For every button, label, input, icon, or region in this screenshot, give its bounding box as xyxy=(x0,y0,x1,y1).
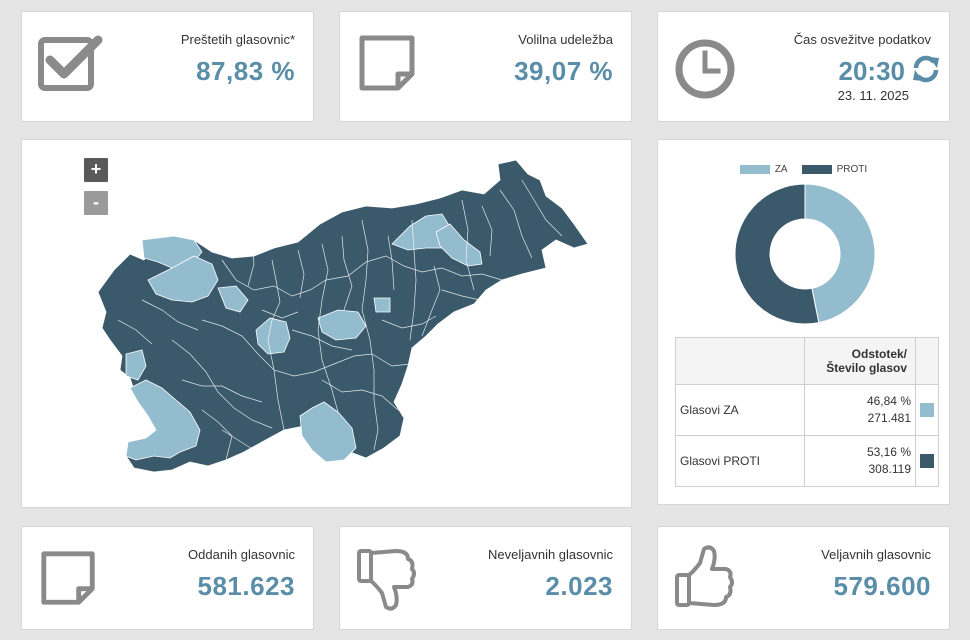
map-region-za[interactable] xyxy=(299,401,357,463)
donut-chart xyxy=(734,183,876,325)
row-swatch-za xyxy=(920,403,934,418)
table-header-row: Odstotek/ Število glasov xyxy=(675,337,939,385)
donut-slice-proti[interactable] xyxy=(734,183,820,325)
note-icon xyxy=(356,32,420,101)
results-table: Odstotek/ Število glasov Glasovi ZA 46,8… xyxy=(675,337,939,487)
row-values-proti: 53,16 % 308.119 xyxy=(804,435,916,487)
counted-ballots-label: Preštetih glasovnic* xyxy=(180,32,295,47)
legend-label-proti: PROTI xyxy=(836,164,868,175)
note-icon xyxy=(38,547,100,616)
checkbox-icon xyxy=(38,32,106,99)
row-count-za: 271.481 xyxy=(867,411,911,425)
valid-ballots-card: Veljavnih glasovnic 579.600 xyxy=(657,526,950,630)
thumbs-up-icon xyxy=(674,543,736,616)
invalid-ballots-card: Neveljavnih glasovnic 2.023 xyxy=(339,526,632,630)
refresh-time-card: Čas osvežitve podatkov 20:30 23. 11. 202… xyxy=(657,11,950,122)
refresh-time-value: 20:30 xyxy=(838,56,906,86)
legend-item-za[interactable]: ZA xyxy=(739,164,788,175)
row-swatch-cell-proti xyxy=(915,435,939,487)
row-percent-za: 46,84 % xyxy=(866,394,911,408)
refresh-date: 23. 11. 2025 xyxy=(837,88,909,103)
table-header-percent-count: Odstotek/ Število glasov xyxy=(804,337,916,385)
table-header-swatch xyxy=(915,337,939,385)
cast-ballots-card: Oddanih glasovnic 581.623 xyxy=(21,526,314,630)
table-header-empty xyxy=(675,337,805,385)
turnout-label: Volilna udeležba xyxy=(518,32,613,47)
zoom-out-button[interactable]: - xyxy=(84,191,108,215)
row-count-proti: 308.119 xyxy=(868,462,912,476)
counted-ballots-value: 87,83 % xyxy=(196,56,295,86)
legend-swatch-proti xyxy=(801,165,832,174)
row-label-proti: Glasovi PROTI xyxy=(675,435,805,487)
row-swatch-cell-za xyxy=(915,384,939,436)
row-percent-proti: 53,16 % xyxy=(866,445,911,459)
valid-ballots-label: Veljavnih glasovnic xyxy=(821,547,931,562)
map-region-za[interactable] xyxy=(435,223,483,267)
turnout-card: Volilna udeležba 39,07 % xyxy=(339,11,632,122)
municipality-map[interactable] xyxy=(22,140,633,509)
refresh-time-row: 20:30 xyxy=(839,54,942,89)
map-region-za[interactable] xyxy=(147,255,219,303)
map-region-za[interactable] xyxy=(125,379,201,461)
legend-label-za: ZA xyxy=(774,164,788,175)
row-swatch-proti xyxy=(920,454,934,469)
map-region-za[interactable] xyxy=(317,309,367,341)
row-label-za: Glasovi ZA xyxy=(675,384,805,436)
clock-icon xyxy=(674,38,736,105)
map-region-za[interactable] xyxy=(217,285,249,313)
refresh-time-label: Čas osvežitve podatkov xyxy=(793,32,931,47)
donut-slice-za[interactable] xyxy=(804,183,876,324)
map-region-za[interactable] xyxy=(125,349,147,381)
cast-ballots-value: 581.623 xyxy=(197,571,295,601)
map-region-za[interactable] xyxy=(373,297,391,313)
turnout-value: 39,07 % xyxy=(514,56,613,86)
row-values-za: 46,84 % 271.481 xyxy=(804,384,916,436)
cast-ballots-label: Oddanih glasovnic xyxy=(188,547,295,562)
thumbs-down-icon xyxy=(356,545,418,618)
valid-ballots-value: 579.600 xyxy=(833,571,931,601)
legend-swatch-za xyxy=(739,165,770,174)
table-row: Glasovi ZA 46,84 % 271.481 xyxy=(675,384,939,436)
invalid-ballots-label: Neveljavnih glasovnic xyxy=(487,547,613,562)
results-chart-card: ZA PROTI Odstotek/ Število glasov Glasov… xyxy=(657,139,950,505)
map-card: + - xyxy=(21,139,632,508)
zoom-in-button[interactable]: + xyxy=(84,158,108,182)
refresh-icon[interactable] xyxy=(911,54,941,89)
counted-ballots-card: Preštetih glasovnic* 87,83 % xyxy=(21,11,314,122)
invalid-ballots-value: 2.023 xyxy=(545,571,613,601)
legend-item-proti[interactable]: PROTI xyxy=(801,164,868,175)
map-municipality-borders xyxy=(117,179,563,461)
table-row: Glasovi PROTI 53,16 % 308.119 xyxy=(675,435,939,487)
chart-legend: ZA PROTI xyxy=(658,164,949,175)
